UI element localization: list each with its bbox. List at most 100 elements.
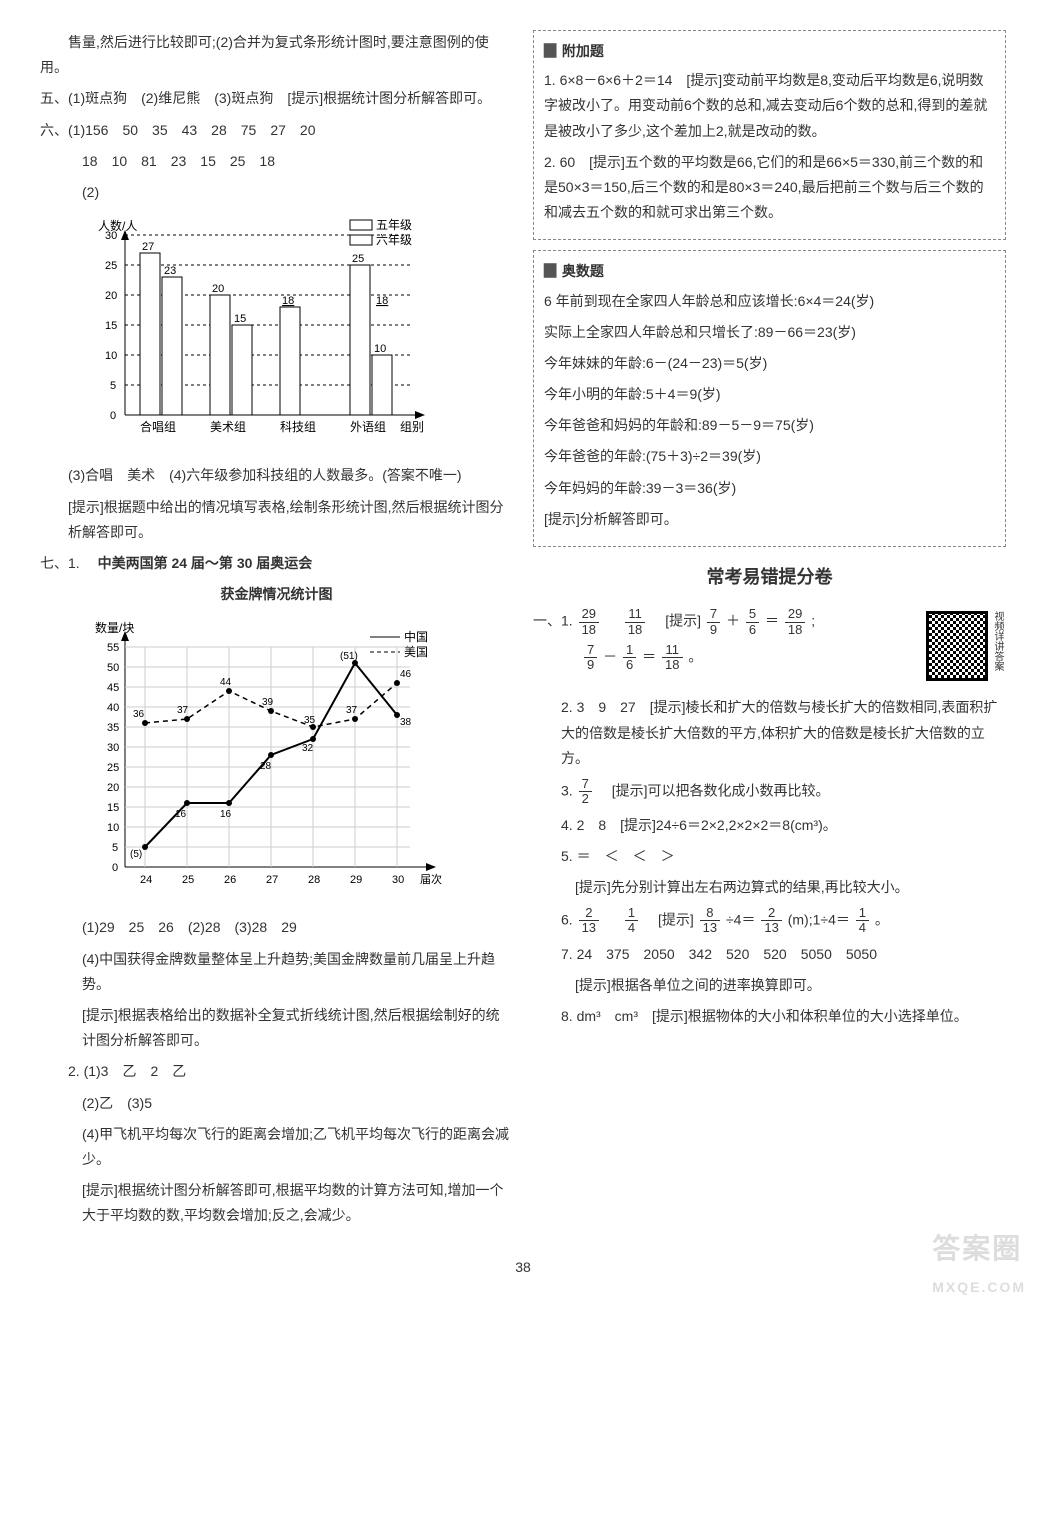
svg-text:届次: 届次 <box>420 872 442 886</box>
seven-label: 七、1. 中美两国第 24 届～第 30 届奥运会 <box>40 551 513 576</box>
svg-text:37: 37 <box>177 705 189 716</box>
svg-text:中国: 中国 <box>404 629 428 644</box>
seven-4: (4)中国获得金牌数量整体呈上升趋势;美国金牌数量前几届呈上升趋势。 <box>40 947 513 997</box>
seven-2-hint: [提示]根据统计图分析解答即可,根据平均数的计算方法可知,增加一个大于平均数的数… <box>40 1178 513 1228</box>
svg-text:32: 32 <box>302 743 314 754</box>
left-column: 售量,然后进行比较即可;(2)合并为复式条形统计图时,要注意图例的使用。 五、(… <box>40 30 513 1235</box>
seven-2-4: (4)甲飞机平均每次飞行的距离会增加;乙飞机平均每次飞行的距离会减少。 <box>40 1122 513 1172</box>
svg-text:20: 20 <box>105 290 117 302</box>
svg-text:37: 37 <box>346 705 358 716</box>
svg-text:15: 15 <box>105 320 117 332</box>
svg-text:23: 23 <box>164 265 176 277</box>
one-4: 4. 2 8 [提示]24÷6＝2×2,2×2×2＝8(cm³)。 <box>533 813 1006 838</box>
svg-text:5: 5 <box>110 380 116 392</box>
bar-chart: 人数/人 五年级 六年级 0 5 10 15 20 25 <box>80 215 513 453</box>
svg-text:20: 20 <box>212 283 224 295</box>
svg-text:26: 26 <box>224 874 236 886</box>
svg-text:55: 55 <box>107 642 119 654</box>
box-olympiad: 奥数题 6 年前到现在全家四人年龄总和应该增长:6×4＝24(岁) 实际上全家四… <box>533 250 1006 547</box>
box1-1: 1. 6×8－6×6＋2＝14 [提示]变动前平均数是8,变动后平均数是6,说明… <box>544 68 995 144</box>
svg-text:20: 20 <box>107 782 119 794</box>
qr-code[interactable]: 视频详讲答案 <box>926 611 1006 691</box>
one-5-hint: [提示]先分别计算出左右两边算式的结果,再比较大小。 <box>533 875 1006 900</box>
right-column: 附加题 1. 6×8－6×6＋2＝14 [提示]变动前平均数是8,变动后平均数是… <box>533 30 1006 1235</box>
svg-text:38: 38 <box>400 717 412 728</box>
svg-text:18: 18 <box>282 295 294 307</box>
svg-text:0: 0 <box>110 410 116 422</box>
svg-text:科技组: 科技组 <box>280 420 316 434</box>
svg-text:40: 40 <box>107 702 119 714</box>
box1-2: 2. 60 [提示]五个数的平均数是66,它们的和是66×5＝330,前三个数的… <box>544 150 995 226</box>
svg-text:27: 27 <box>142 241 154 253</box>
seven-1: (1)29 25 26 (2)28 (3)28 29 <box>40 915 513 940</box>
svg-text:25: 25 <box>182 874 194 886</box>
svg-text:28: 28 <box>260 761 272 772</box>
box2-4: 今年小明的年龄:5＋4＝9(岁) <box>544 382 995 407</box>
svg-text:组别: 组别 <box>400 420 424 434</box>
box2-8: [提示]分析解答即可。 <box>544 507 995 532</box>
one-3: 3. 72 [提示]可以把各数化成小数再比较。 <box>533 777 1006 807</box>
svg-text:10: 10 <box>374 343 386 355</box>
bar-legend-5: 五年级 <box>376 218 412 232</box>
svg-text:25: 25 <box>105 260 117 272</box>
bar-legend-6: 六年级 <box>376 233 412 247</box>
svg-text:39: 39 <box>262 697 274 708</box>
box2-5: 今年爸爸和妈妈的年龄和:89－5－9＝75(岁) <box>544 413 995 438</box>
line-ylabel: 数量/块 <box>95 620 134 635</box>
one-8: 8. dm³ cm³ [提示]根据物体的大小和体积单位的大小选择单位。 <box>533 1004 1006 1029</box>
svg-text:27: 27 <box>266 874 278 886</box>
svg-text:10: 10 <box>105 350 117 362</box>
section-heading: 常考易错提分卷 <box>533 561 1006 593</box>
svg-text:(5): (5) <box>130 849 142 860</box>
watermark: 答案圈 MXQE.COM <box>932 1224 1026 1300</box>
bars: 27 23 20 15 18 25 10 18 <box>140 241 392 415</box>
usa-labels: 363744 39353746 <box>133 669 412 726</box>
svg-text:29: 29 <box>350 874 362 886</box>
section-five: 五、(1)斑点狗 (2)维尼熊 (3)斑点狗 [提示]根据统计图分析解答即可。 <box>40 86 513 111</box>
svg-text:35: 35 <box>304 715 316 726</box>
svg-text:44: 44 <box>220 677 232 688</box>
box2-3: 今年妹妹的年龄:6－(24－23)＝5(岁) <box>544 351 995 376</box>
svg-text:16: 16 <box>175 809 187 820</box>
svg-text:16: 16 <box>220 809 232 820</box>
box2-7: 今年妈妈的年龄:39－3＝36(岁) <box>544 476 995 501</box>
six-3: (3)合唱 美术 (4)六年级参加科技组的人数最多。(答案不唯一) <box>40 463 513 488</box>
svg-text:25: 25 <box>352 253 364 265</box>
one-6: 6. 213 14 [提示] 813 ÷4＝ 213 (m);1÷4＝ 14 。 <box>533 906 1006 936</box>
svg-text:30: 30 <box>392 874 404 886</box>
bar-ylabel: 人数/人 <box>98 218 137 233</box>
one-7-hint: [提示]根据各单位之间的进率换算即可。 <box>533 973 1006 998</box>
box-extra: 附加题 1. 6×8－6×6＋2＝14 [提示]变动前平均数是8,变动后平均数是… <box>533 30 1006 240</box>
one-5: 5. ＝ ＜ ＜ ＞ <box>533 844 1006 869</box>
svg-text:合唱组: 合唱组 <box>140 419 176 434</box>
one-1: 视频详讲答案 一、1. 2918 1118 [提示] 79 ＋ 56 ＝ 291… <box>533 607 1006 672</box>
bar-xlabels: 合唱组 美术组 科技组 外语组 组别 <box>140 419 424 434</box>
svg-text:25: 25 <box>107 762 119 774</box>
page-number: 38 <box>40 1255 1006 1280</box>
box1-title: 附加题 <box>544 39 604 64</box>
svg-text:45: 45 <box>107 682 119 694</box>
svg-text:15: 15 <box>107 802 119 814</box>
svg-text:外语组: 外语组 <box>350 420 386 434</box>
box2-title: 奥数题 <box>544 259 604 284</box>
six-2: (2) <box>40 180 513 205</box>
bar-chart-svg: 人数/人 五年级 六年级 0 5 10 15 20 25 <box>80 215 440 445</box>
svg-text:28: 28 <box>308 874 320 886</box>
seven-2-1: 2. (1)3 乙 2 乙 <box>40 1059 513 1084</box>
svg-text:35: 35 <box>107 722 119 734</box>
svg-text:50: 50 <box>107 662 119 674</box>
seven-hint: [提示]根据表格给出的数据补全复式折线统计图,然后根据绘制好的统计图分析解答即可… <box>40 1003 513 1053</box>
line-chart: 数量/块 中国 美国 0 5 10 15 20 25 30 35 <box>80 617 513 905</box>
six-row1: 六、(1)156 50 35 43 28 75 27 20 <box>40 118 513 143</box>
line-chart-svg: 数量/块 中国 美国 0 5 10 15 20 25 30 35 <box>80 617 450 897</box>
box2-2: 实际上全家四人年龄总和只增长了:89－66＝23(岁) <box>544 320 995 345</box>
seven-2-2: (2)乙 (3)5 <box>40 1091 513 1116</box>
one-2: 2. 3 9 27 [提示]棱长和扩大的倍数与棱长扩大的倍数相同,表面积扩大的倍… <box>533 695 1006 771</box>
seven-title2: 获金牌情况统计图 <box>40 582 513 607</box>
svg-text:36: 36 <box>133 709 145 720</box>
svg-text:30: 30 <box>105 230 117 242</box>
box2-1: 6 年前到现在全家四人年龄总和应该增长:6×4＝24(岁) <box>544 289 995 314</box>
svg-text:0: 0 <box>112 862 118 874</box>
svg-text:美术组: 美术组 <box>210 420 246 434</box>
svg-text:30: 30 <box>107 742 119 754</box>
